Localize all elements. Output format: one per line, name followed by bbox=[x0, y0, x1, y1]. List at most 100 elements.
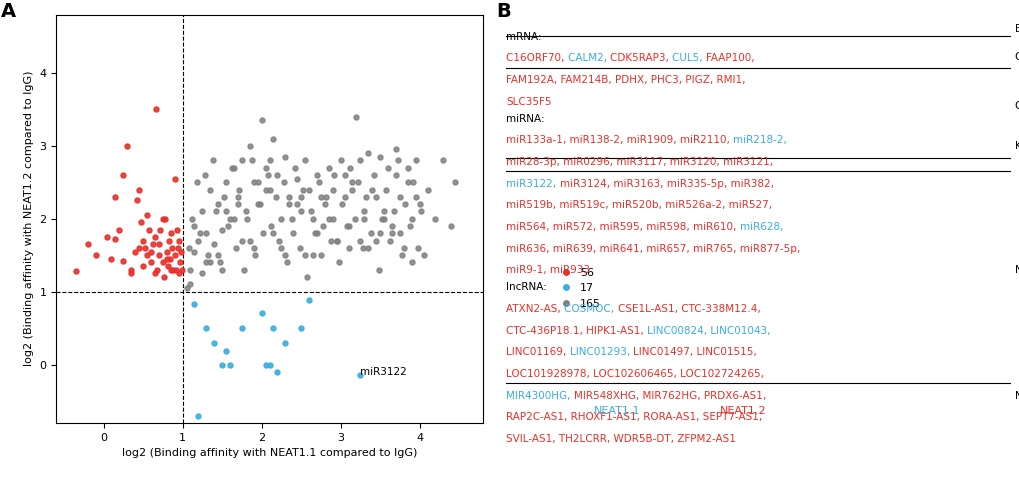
Point bbox=[334, 200, 351, 208]
Point bbox=[396, 200, 413, 208]
Text: miR3124, miR3163, miR335-5p, miR382,: miR3124, miR3163, miR335-5p, miR382, bbox=[559, 179, 772, 189]
Point bbox=[366, 171, 382, 179]
Text: SVIL-AS1, TH2LCRR, WDR5B-DT, ZFPM2-AS1: SVIL-AS1, TH2LCRR, WDR5B-DT, ZFPM2-AS1 bbox=[505, 434, 736, 444]
Point bbox=[167, 251, 183, 259]
Point bbox=[265, 324, 281, 332]
Point bbox=[204, 156, 220, 164]
Point bbox=[340, 244, 357, 252]
Point bbox=[278, 259, 294, 266]
Point bbox=[386, 208, 403, 215]
Point bbox=[364, 186, 380, 193]
Point bbox=[107, 235, 123, 243]
Point bbox=[250, 200, 266, 208]
Point bbox=[206, 241, 222, 248]
Y-axis label: log2 (Binding affinity with NEAT1.2 compared to IgG): log2 (Binding affinity with NEAT1.2 comp… bbox=[23, 71, 34, 366]
Point bbox=[223, 164, 239, 172]
Point bbox=[162, 255, 178, 262]
Point bbox=[391, 193, 408, 201]
Point bbox=[198, 259, 214, 266]
Point bbox=[401, 222, 418, 230]
Point bbox=[156, 273, 172, 281]
Text: mRNA:: mRNA: bbox=[505, 32, 541, 42]
Point bbox=[139, 211, 155, 219]
Point bbox=[370, 266, 386, 274]
Point bbox=[303, 208, 319, 215]
Point bbox=[288, 200, 305, 208]
Point bbox=[356, 208, 372, 215]
Point bbox=[190, 237, 206, 244]
Point bbox=[183, 215, 200, 223]
Text: miR564, miR572, miR595, miR598, miR610,: miR564, miR572, miR595, miR598, miR610, bbox=[505, 222, 739, 232]
Point bbox=[157, 215, 173, 223]
Point bbox=[299, 273, 315, 281]
Point bbox=[172, 259, 189, 266]
Text: miR133a-1, miR138-2, miR1909, miR2110,: miR133a-1, miR138-2, miR1909, miR2110, bbox=[505, 136, 733, 145]
Point bbox=[173, 266, 190, 274]
Point bbox=[215, 193, 231, 201]
Point bbox=[356, 215, 372, 223]
Point bbox=[341, 164, 358, 172]
Point bbox=[288, 175, 305, 183]
Point bbox=[362, 229, 378, 237]
Point bbox=[387, 146, 404, 154]
Point bbox=[263, 222, 279, 230]
Point bbox=[182, 280, 199, 288]
Point bbox=[130, 244, 147, 252]
Point bbox=[277, 339, 293, 347]
Point bbox=[239, 215, 256, 223]
Point bbox=[277, 251, 293, 259]
Point bbox=[119, 142, 136, 150]
Point bbox=[275, 178, 291, 186]
Point bbox=[186, 248, 203, 256]
Point bbox=[192, 229, 208, 237]
Point bbox=[169, 226, 185, 234]
Point bbox=[387, 171, 404, 179]
Point bbox=[261, 186, 277, 193]
Point bbox=[214, 226, 230, 234]
Point bbox=[189, 178, 205, 186]
Point bbox=[147, 269, 163, 277]
Point bbox=[297, 156, 313, 164]
Point bbox=[352, 237, 368, 244]
Point bbox=[257, 361, 273, 368]
Point bbox=[257, 164, 273, 172]
Point bbox=[330, 259, 346, 266]
Point bbox=[107, 193, 123, 201]
Point bbox=[126, 248, 143, 256]
Text: SLC35F5: SLC35F5 bbox=[505, 97, 551, 106]
Point bbox=[149, 266, 165, 274]
Point bbox=[231, 186, 248, 193]
Point bbox=[160, 262, 176, 270]
Point bbox=[261, 156, 277, 164]
Point bbox=[294, 186, 311, 193]
Point bbox=[315, 222, 331, 230]
Text: LINC00824, LINC01043,: LINC00824, LINC01043, bbox=[646, 326, 770, 336]
Legend: 56, 17, 165: 56, 17, 165 bbox=[549, 263, 605, 313]
Point bbox=[139, 251, 155, 259]
Point bbox=[446, 178, 463, 186]
Text: miR519b, miR519c, miR520b, miR526a-2, miR527,: miR519b, miR519c, miR520b, miR526a-2, mi… bbox=[505, 200, 771, 210]
Point bbox=[391, 229, 408, 237]
Point bbox=[164, 244, 180, 252]
Text: NEAT1.1: NEAT1.1 bbox=[593, 406, 640, 417]
Point bbox=[410, 244, 426, 252]
Point bbox=[352, 371, 368, 379]
Point bbox=[202, 186, 218, 193]
Point bbox=[244, 156, 260, 164]
Point bbox=[229, 193, 246, 201]
Text: Cytomembrane: Cytomembrane bbox=[1014, 52, 1019, 62]
Point bbox=[151, 241, 167, 248]
Point bbox=[313, 193, 329, 201]
Point bbox=[419, 186, 435, 193]
Text: CDK5RAP3,: CDK5RAP3, bbox=[609, 53, 672, 63]
Point bbox=[360, 149, 376, 157]
Point bbox=[246, 178, 262, 186]
Point bbox=[320, 164, 336, 172]
Point bbox=[405, 178, 421, 186]
Point bbox=[336, 171, 353, 179]
Point bbox=[115, 171, 131, 179]
Text: C16ORF70,: C16ORF70, bbox=[505, 53, 568, 63]
Text: LINC01169,: LINC01169, bbox=[505, 347, 569, 357]
Point bbox=[307, 229, 323, 237]
Point bbox=[297, 251, 313, 259]
